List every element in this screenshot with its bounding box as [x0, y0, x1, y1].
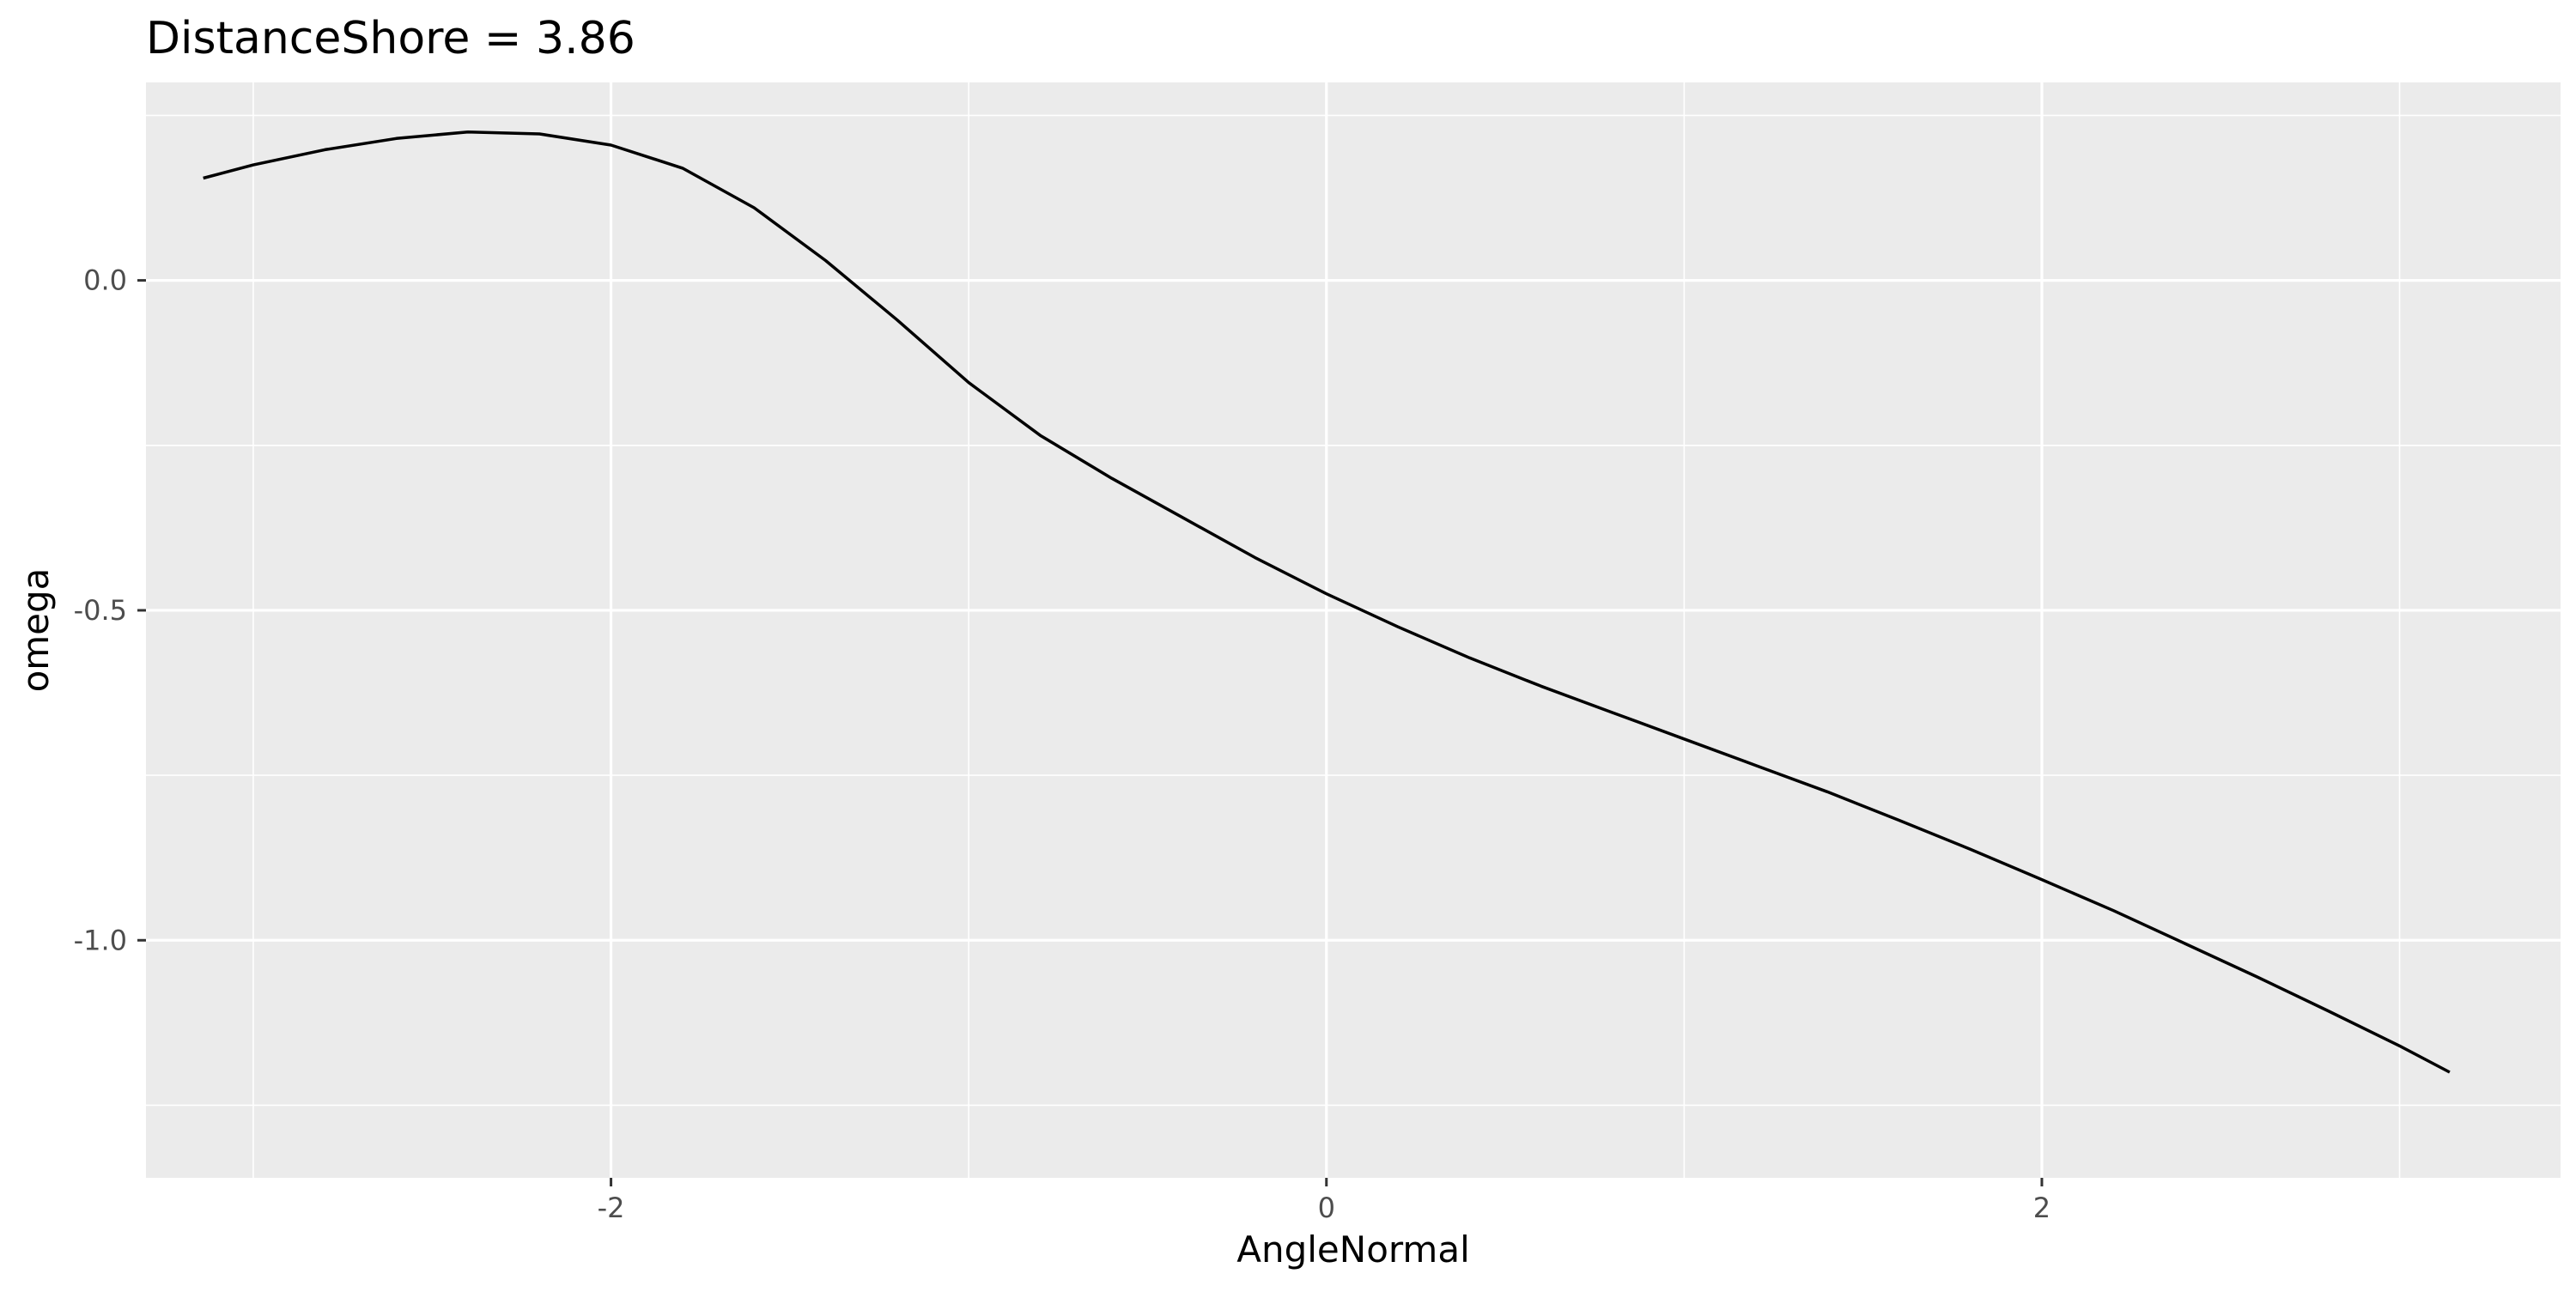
grid-lines [146, 82, 2561, 1178]
y-axis-title: omega [15, 568, 57, 693]
x-axis-title: AngleNormal [1236, 1228, 1469, 1271]
series-layer [203, 130, 2451, 1074]
y-tick-label: -0.5 [74, 594, 127, 627]
series-line [203, 130, 2451, 1074]
x-tick-label: -2 [598, 1192, 625, 1224]
axes: -2 0 2 0.0 -0.5 -1.0 [74, 264, 2051, 1224]
y-tick-label: -1.0 [74, 924, 127, 956]
plot-panel [146, 82, 2561, 1178]
x-tick-label: 2 [2033, 1192, 2050, 1224]
y-tick-label: 0.0 [83, 264, 127, 297]
x-tick-label: 0 [1318, 1192, 1335, 1224]
chart-title: DistanceShore = 3.86 [146, 13, 635, 64]
